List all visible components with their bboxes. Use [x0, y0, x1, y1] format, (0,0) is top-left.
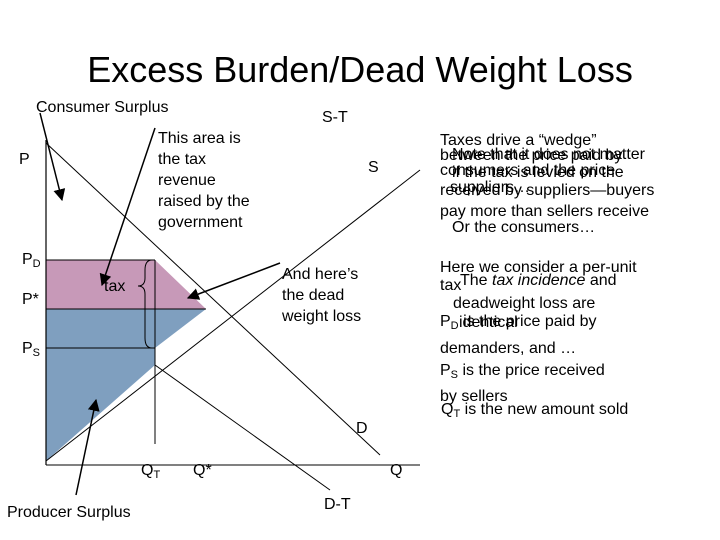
price-axis-label: P [19, 151, 30, 168]
supply-label: S [368, 159, 379, 176]
note-line: deadweight loss are [453, 295, 596, 312]
annotation-line: revenue [158, 172, 216, 189]
note-line: Or the consumers… [452, 219, 596, 236]
note-line: demanders, and … [440, 340, 577, 357]
slide-title: Excess Burden/Dead Weight Loss [87, 49, 633, 90]
annotation-line: government [158, 214, 243, 231]
annotation-line: weight loss [282, 308, 362, 325]
tax-label: tax [104, 278, 126, 295]
price-sellers-label: PS [22, 340, 41, 359]
note-line: by sellers [440, 388, 508, 405]
per-unit-note: Here we consider a per-unit tax deadweig… [440, 259, 637, 405]
supply-minus-tax-label: S-T [322, 109, 348, 126]
tax-revenue-arrow [99, 127, 156, 287]
demand-label: D [356, 420, 368, 437]
note-line: tax [440, 277, 462, 294]
annotation-line: the tax [158, 151, 207, 168]
note-line: Note that it does not matter [452, 146, 645, 163]
demand-curve [45, 142, 381, 456]
note-line: PS is the price received [440, 362, 605, 382]
note-line: Here we consider a per-unit [440, 259, 637, 276]
note-line: if the tax is levied on the [452, 164, 624, 181]
tax-brace [137, 259, 153, 349]
note-line: suppliers… [450, 179, 531, 196]
supply-minus-tax-curve [154, 364, 331, 491]
wedge-note: Taxes drive a “wedge” between the price … [440, 132, 655, 220]
quantity-equilibrium-label: Q* [193, 462, 212, 479]
consumer-surplus-arrow [39, 112, 66, 202]
producer-surplus-area [46, 309, 206, 461]
demand-minus-tax-label: D-T [324, 496, 351, 513]
consumer-surplus-label: Consumer Surplus [36, 99, 169, 116]
new-amount-note: QT is the new amount sold [441, 401, 629, 420]
tax-incidence-note: The tax incidence and [460, 272, 617, 289]
price-equilibrium-label: P* [22, 291, 39, 308]
annotation-line: This area is [158, 130, 241, 147]
deadweight-arrow [186, 262, 281, 300]
quantity-axis-label: Q [390, 462, 403, 479]
supply-curve [45, 169, 421, 462]
price-demanders-label: PD [22, 251, 41, 270]
note-line: Taxes drive a “wedge” [440, 132, 597, 149]
annotation-line: raised by the [158, 193, 250, 210]
annotation-line: the dead [282, 287, 345, 304]
identical-note: identical [459, 314, 518, 331]
note-line: received by suppliers—buyers [440, 182, 655, 199]
producer-surplus-arrow [75, 398, 100, 496]
note-line: PD is the price paid by [440, 313, 597, 333]
tax-revenue-annotation: This area is the tax revenue raised by t… [158, 128, 250, 233]
quantity-taxed-label: QT [141, 462, 161, 481]
deadweight-annotation: And here’s the dead weight loss [282, 264, 361, 327]
note-line: between the price paid by [440, 147, 623, 164]
not-matter-note: Note that it does not matter if the tax … [450, 146, 645, 236]
note-line: pay more than sellers receive [440, 203, 649, 220]
note-line: consumers and the price [440, 162, 616, 179]
annotation-line: And here’s [282, 266, 359, 283]
consumer-surplus-area [46, 145, 206, 309]
producer-surplus-label: Producer Surplus [7, 504, 131, 521]
